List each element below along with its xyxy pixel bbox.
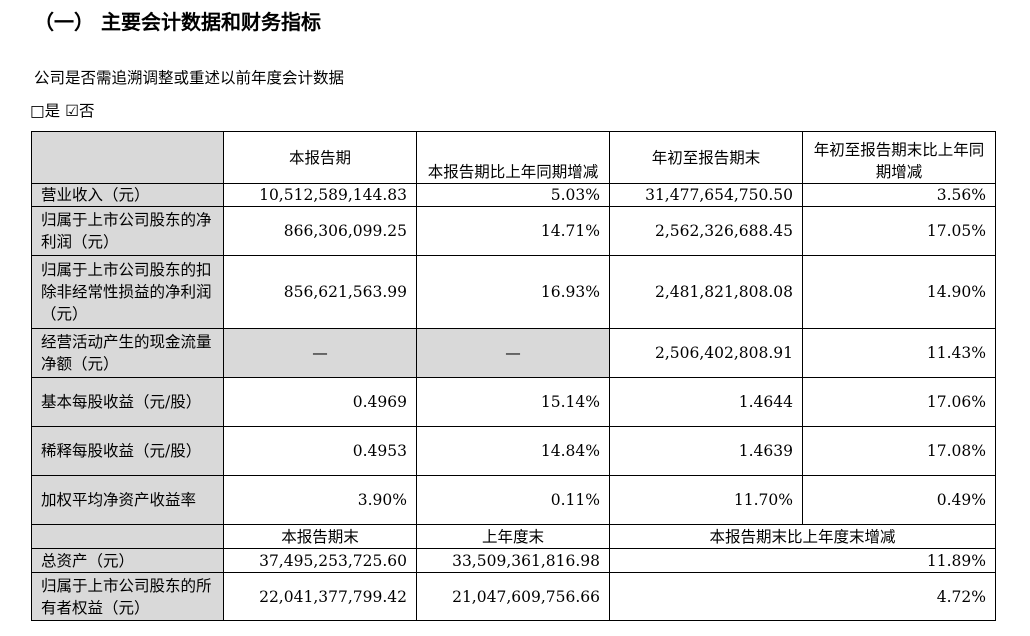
table-row: 总资产（元） 37,495,253,725.60 33,509,361,816.… bbox=[31, 548, 996, 573]
restate-options: □是 ☑否 bbox=[30, 99, 95, 121]
row-label: 基本每股收益（元/股） bbox=[31, 377, 224, 427]
row-label: 加权平均净资产收益率 bbox=[31, 475, 224, 525]
row-label: 归属于上市公司股东的扣除非经常性损益的净利润（元） bbox=[31, 255, 224, 329]
value-cell: 14.90% bbox=[802, 255, 996, 329]
value-cell: 11.89% bbox=[609, 548, 996, 573]
value-cell: 16.93% bbox=[416, 255, 610, 329]
table-row: 归属于上市公司股东的扣除非经常性损益的净利润（元） 856,621,563.99… bbox=[31, 255, 996, 329]
value-cell: 14.84% bbox=[416, 426, 610, 476]
value-cell: 14.71% bbox=[416, 206, 610, 256]
header-period-end: 本报告期末 bbox=[223, 524, 417, 549]
value-cell: 0.4953 bbox=[223, 426, 417, 476]
value-cell: 856,621,563.99 bbox=[223, 255, 417, 329]
value-cell: 1.4644 bbox=[609, 377, 803, 427]
table-row: 经营活动产生的现金流量净额（元） — — 2,506,402,808.91 11… bbox=[31, 328, 996, 378]
section-title: （一） 主要会计数据和财务指标 bbox=[34, 10, 321, 34]
row-label: 稀释每股收益（元/股） bbox=[31, 426, 224, 476]
value-cell: 2,481,821,808.08 bbox=[609, 255, 803, 329]
value-cell: 17.05% bbox=[802, 206, 996, 256]
value-cell: 0.11% bbox=[416, 475, 610, 525]
header-label-cell bbox=[31, 131, 224, 184]
restate-question: 公司是否需追溯调整或重述以前年度会计数据 bbox=[34, 69, 345, 87]
table-row: 稀释每股收益（元/股） 0.4953 14.84% 1.4639 17.08% bbox=[31, 426, 996, 476]
row-label: 营业收入（元） bbox=[31, 183, 224, 207]
value-cell: 33,509,361,816.98 bbox=[416, 548, 610, 573]
header-period-end-change: 本报告期末比上年度末增减 bbox=[609, 524, 996, 549]
no-label: 否 bbox=[79, 102, 95, 120]
value-cell: 31,477,654,750.50 bbox=[609, 183, 803, 207]
value-cell: 3.56% bbox=[802, 183, 996, 207]
table-row: 营业收入（元） 10,512,589,144.83 5.03% 31,477,6… bbox=[31, 183, 996, 207]
financial-data-table: 本报告期 本报告期比上年同期增减 年初至报告期末 年初至报告期末比上年同期增减 … bbox=[31, 131, 996, 621]
no-checkbox: ☑ bbox=[65, 102, 80, 120]
table-row: 归属于上市公司股东的所有者权益（元） 22,041,377,799.42 21,… bbox=[31, 572, 996, 621]
value-cell: 0.4969 bbox=[223, 377, 417, 427]
row-label: 归属于上市公司股东的净利润（元） bbox=[31, 206, 224, 256]
value-cell: 5.03% bbox=[416, 183, 610, 207]
yes-label: 是 bbox=[44, 102, 61, 120]
value-cell: 866,306,099.25 bbox=[223, 206, 417, 256]
row-label: 总资产（元） bbox=[31, 548, 224, 573]
row-label: 经营活动产生的现金流量净额（元） bbox=[31, 328, 224, 378]
value-cell: 2,562,326,688.45 bbox=[609, 206, 803, 256]
value-cell: 11.70% bbox=[609, 475, 803, 525]
value-cell: 1.4639 bbox=[609, 426, 803, 476]
value-cell: 22,041,377,799.42 bbox=[223, 572, 417, 621]
value-cell: 0.49% bbox=[802, 475, 996, 525]
value-cell: — bbox=[223, 328, 417, 378]
yes-checkbox: □ bbox=[30, 102, 45, 120]
table-row: 归属于上市公司股东的净利润（元） 866,306,099.25 14.71% 2… bbox=[31, 206, 996, 256]
value-cell: 3.90% bbox=[223, 475, 417, 525]
value-cell: 21,047,609,756.66 bbox=[416, 572, 610, 621]
header-current-period-change: 本报告期比上年同期增减 bbox=[416, 131, 610, 184]
header-current-period: 本报告期 bbox=[223, 131, 417, 184]
table-row: 加权平均净资产收益率 3.90% 0.11% 11.70% 0.49% bbox=[31, 475, 996, 525]
table-header-row: 本报告期 本报告期比上年同期增减 年初至报告期末 年初至报告期末比上年同期增减 bbox=[31, 131, 996, 184]
value-cell: 10,512,589,144.83 bbox=[223, 183, 417, 207]
header-label-cell bbox=[31, 524, 224, 549]
value-cell: 37,495,253,725.60 bbox=[223, 548, 417, 573]
value-cell: 17.06% bbox=[802, 377, 996, 427]
value-cell: 2,506,402,808.91 bbox=[609, 328, 803, 378]
value-cell: 17.08% bbox=[802, 426, 996, 476]
header-prior-year-end: 上年度末 bbox=[416, 524, 610, 549]
table2-header-row: 本报告期末 上年度末 本报告期末比上年度末增减 bbox=[31, 524, 996, 549]
value-cell: 11.43% bbox=[802, 328, 996, 378]
row-label: 归属于上市公司股东的所有者权益（元） bbox=[31, 572, 224, 621]
value-cell: 15.14% bbox=[416, 377, 610, 427]
header-ytd: 年初至报告期末 bbox=[609, 131, 803, 184]
table-row: 基本每股收益（元/股） 0.4969 15.14% 1.4644 17.06% bbox=[31, 377, 996, 427]
value-cell: 4.72% bbox=[609, 572, 996, 621]
value-cell: — bbox=[416, 328, 610, 378]
header-ytd-change: 年初至报告期末比上年同期增减 bbox=[802, 131, 996, 184]
